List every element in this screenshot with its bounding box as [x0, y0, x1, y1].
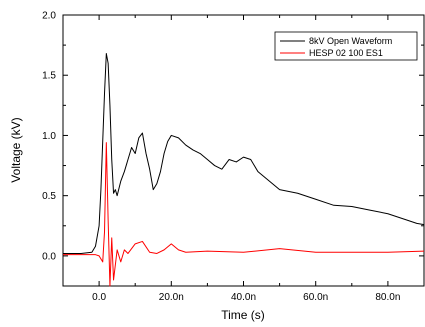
y-tick-label: 1.0 — [42, 131, 56, 142]
series-line-1 — [63, 53, 425, 254]
legend: 8kV Open Waveform HESP 02 100 ES1 — [274, 31, 418, 61]
y-tick-label: 0.5 — [42, 191, 56, 202]
series-layer — [63, 53, 425, 287]
x-axis-label: Time (s) — [221, 308, 265, 322]
series-line-2 — [63, 142, 425, 287]
x-tick-label: 20.0n — [159, 292, 184, 303]
x-tick-label: 0.0 — [92, 292, 106, 303]
y-tick-label: 2.0 — [42, 11, 56, 22]
legend-label-series-1: 8kV Open Waveform — [309, 36, 392, 46]
legend-box — [274, 31, 418, 61]
legend-label-series-2: HESP 02 100 ES1 — [309, 48, 383, 58]
y-axis-label: Voltage (kV) — [9, 117, 23, 182]
x-tick-label: 40.0n — [231, 292, 256, 303]
x-tick-label: 80.0n — [375, 292, 400, 303]
y-tick-label: 1.5 — [42, 71, 56, 82]
ticks: 0.0 20.0n 40.0n 60.0n 80.0n 0.0 0.5 1.0 1.5 2.0 — [42, 11, 425, 303]
x-tick-label: 60.0n — [303, 292, 328, 303]
y-tick-label: 0.0 — [42, 251, 56, 262]
